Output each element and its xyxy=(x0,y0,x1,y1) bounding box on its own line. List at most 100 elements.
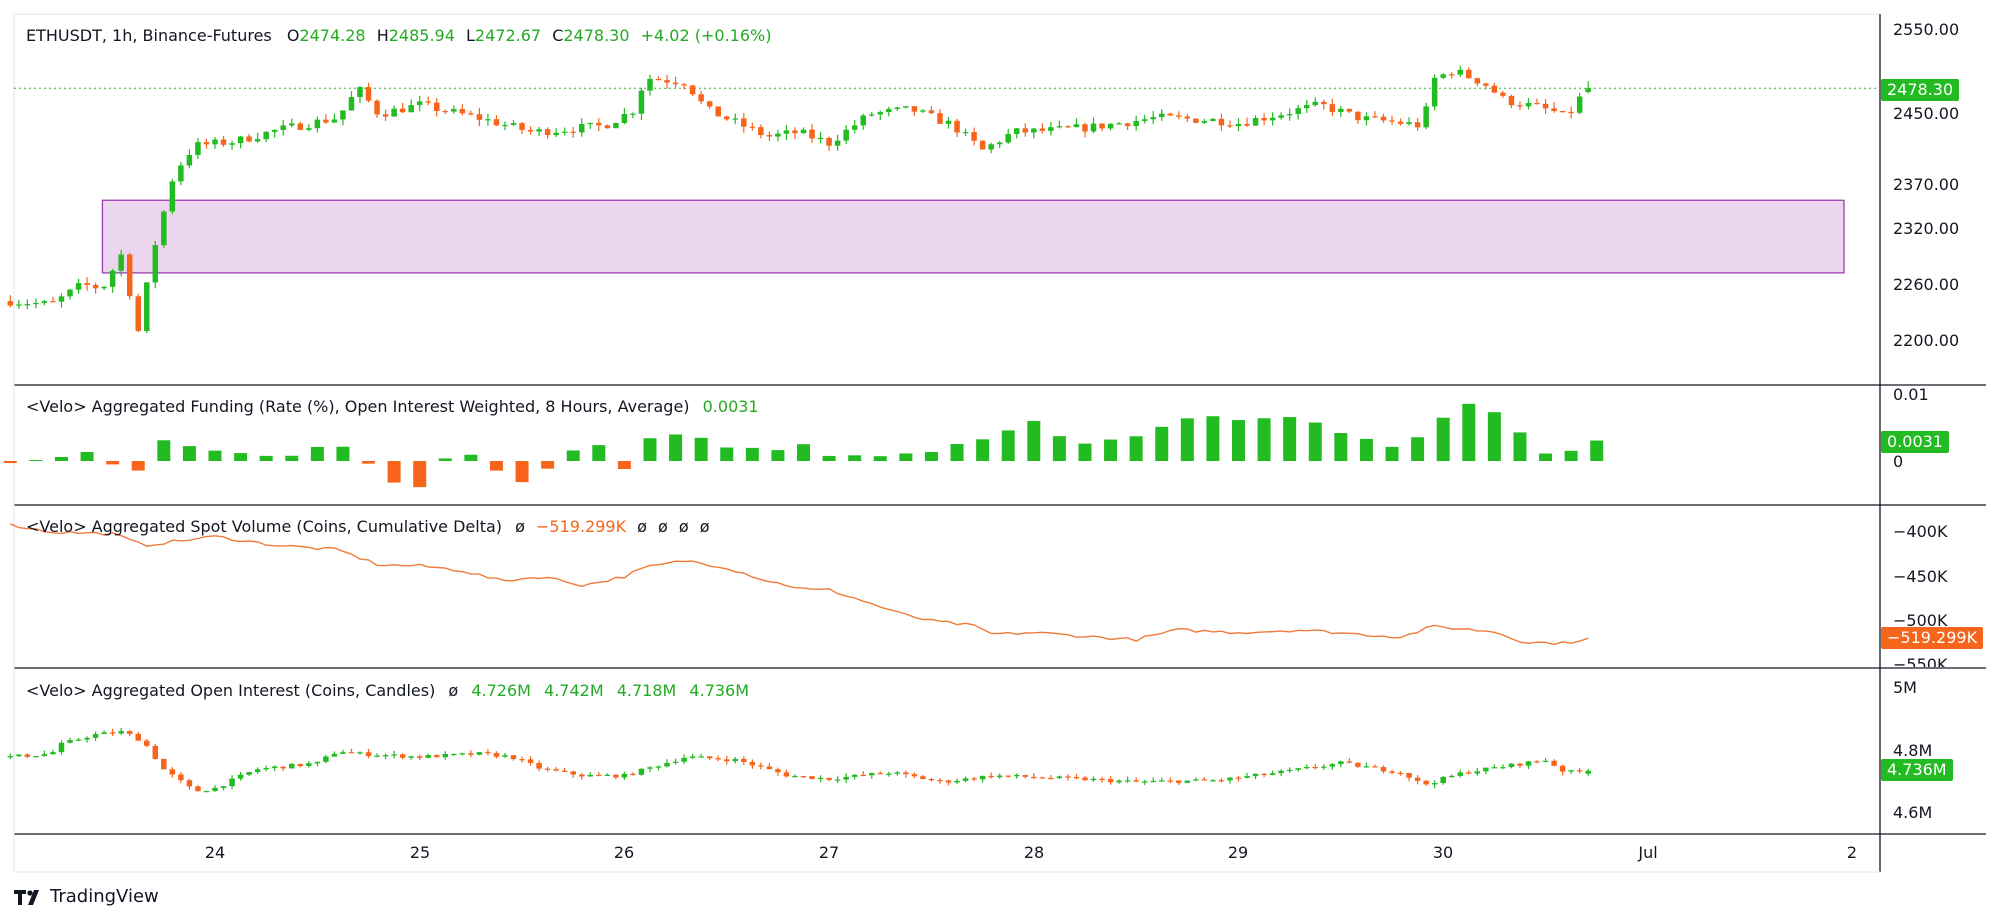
price-candle-body xyxy=(1508,95,1515,106)
price-candle xyxy=(1525,98,1532,110)
oi-candle xyxy=(630,772,636,776)
oi-candle-body xyxy=(1431,783,1438,785)
oi-candle-body xyxy=(485,752,491,754)
oi-candle-body xyxy=(1039,777,1046,779)
price-candle xyxy=(1039,123,1046,134)
oi-candle xyxy=(903,770,909,778)
oi-candle xyxy=(519,756,525,763)
oi-candle xyxy=(1039,776,1046,779)
funding-title[interactable]: <Velo> Aggregated Funding (Rate (%), Ope… xyxy=(26,397,690,416)
oi-candle-body xyxy=(195,786,201,792)
oi-candle-body xyxy=(289,763,295,769)
price-candle-body xyxy=(144,282,150,331)
oi-candle xyxy=(246,771,252,777)
oi-candle xyxy=(237,771,244,781)
price-candle xyxy=(41,299,48,306)
oi-candle xyxy=(928,777,935,782)
price-candle-body xyxy=(186,155,193,166)
oi-candle-body xyxy=(672,761,679,763)
price-candle xyxy=(749,122,756,131)
price-candle xyxy=(527,126,534,135)
oi-candle-body xyxy=(783,772,790,777)
price-candle xyxy=(254,132,261,143)
price-candle xyxy=(135,293,141,333)
oi-candle xyxy=(24,753,31,759)
price-candle xyxy=(877,110,884,121)
oi-candle xyxy=(289,763,295,769)
price-candle-body xyxy=(502,124,508,127)
price-candle-body xyxy=(408,105,414,113)
price-candle xyxy=(1431,74,1438,111)
funding-bar xyxy=(1385,446,1399,461)
oi-candle-body xyxy=(92,734,99,738)
oi-candle xyxy=(348,748,355,754)
price-candle-body xyxy=(101,286,107,289)
price-candle-body xyxy=(1227,125,1233,127)
funding-bar xyxy=(669,434,683,461)
tradingview-logo[interactable]: TradingView xyxy=(14,886,159,907)
funding-bar xyxy=(617,461,631,470)
price-candle-body xyxy=(749,126,756,128)
oi-candle xyxy=(75,737,82,742)
price-candle xyxy=(442,109,449,115)
price-candle xyxy=(33,298,39,309)
oi-candle-body xyxy=(169,769,176,775)
oi-title[interactable]: <Velo> Aggregated Open Interest (Coins, … xyxy=(26,681,436,700)
oi-candle-body xyxy=(638,768,645,775)
oi-candle-body xyxy=(996,775,1003,778)
price-candle-body xyxy=(1048,127,1054,131)
oi-candle xyxy=(527,756,534,766)
oi-candle xyxy=(843,773,849,784)
oi-candle-body xyxy=(382,755,389,757)
symbol-label[interactable]: ETHUSDT, 1h, Binance-Futures xyxy=(26,26,272,45)
oi-candle xyxy=(306,761,312,768)
funding-bar xyxy=(1129,436,1143,461)
demand-zone xyxy=(101,199,1845,274)
oi-candle-body xyxy=(1568,770,1574,772)
oi-candle-body xyxy=(971,778,977,780)
funding-bar xyxy=(285,455,299,461)
oi-candle xyxy=(945,779,952,786)
price-candle-body xyxy=(826,137,832,146)
price-candle-body xyxy=(689,85,696,95)
price-candle-body xyxy=(493,119,500,126)
price-candle-body xyxy=(1568,111,1574,114)
price-candle xyxy=(860,113,866,130)
price-candle xyxy=(451,105,457,114)
oi-candle xyxy=(144,738,150,748)
oi-candle-body xyxy=(246,772,252,775)
oi-open: 4.726M xyxy=(471,681,531,700)
oi-candle xyxy=(715,755,721,762)
oi-candle xyxy=(263,765,269,772)
oi-candle-body xyxy=(357,752,363,754)
price-candle-body xyxy=(1363,116,1370,121)
oi-candle-body xyxy=(1414,777,1421,781)
oi-candle-body xyxy=(1082,777,1088,781)
price-tick: 2260.00 xyxy=(1893,275,1960,294)
price-candle-body xyxy=(962,132,969,134)
oi-candle-body xyxy=(1534,761,1540,763)
price-candle-body xyxy=(1525,103,1532,107)
spot-title[interactable]: <Velo> Aggregated Spot Volume (Coins, Cu… xyxy=(26,517,503,536)
price-candle xyxy=(1176,111,1182,120)
price-candle-body xyxy=(1559,111,1566,113)
oi-candle xyxy=(16,754,22,758)
oi-candle-body xyxy=(1244,776,1250,778)
price-candle-body xyxy=(451,108,457,112)
price-candle-body xyxy=(1286,113,1293,116)
price-candle-body xyxy=(834,140,841,146)
spot-cvd-line xyxy=(10,523,1589,646)
oi-candle-body xyxy=(553,769,559,771)
funding-bar xyxy=(1027,420,1041,461)
oi-candle xyxy=(1227,776,1233,784)
price-candle xyxy=(1133,115,1139,131)
oi-candle xyxy=(544,766,551,772)
oi-candle xyxy=(502,752,508,758)
price-candle-body xyxy=(1073,124,1080,128)
funding-tick: 0.01 xyxy=(1893,385,1929,404)
price-candle xyxy=(1099,123,1105,132)
price-candle-body xyxy=(1483,83,1489,86)
oi-candle xyxy=(604,773,611,776)
price-candle xyxy=(468,110,474,116)
